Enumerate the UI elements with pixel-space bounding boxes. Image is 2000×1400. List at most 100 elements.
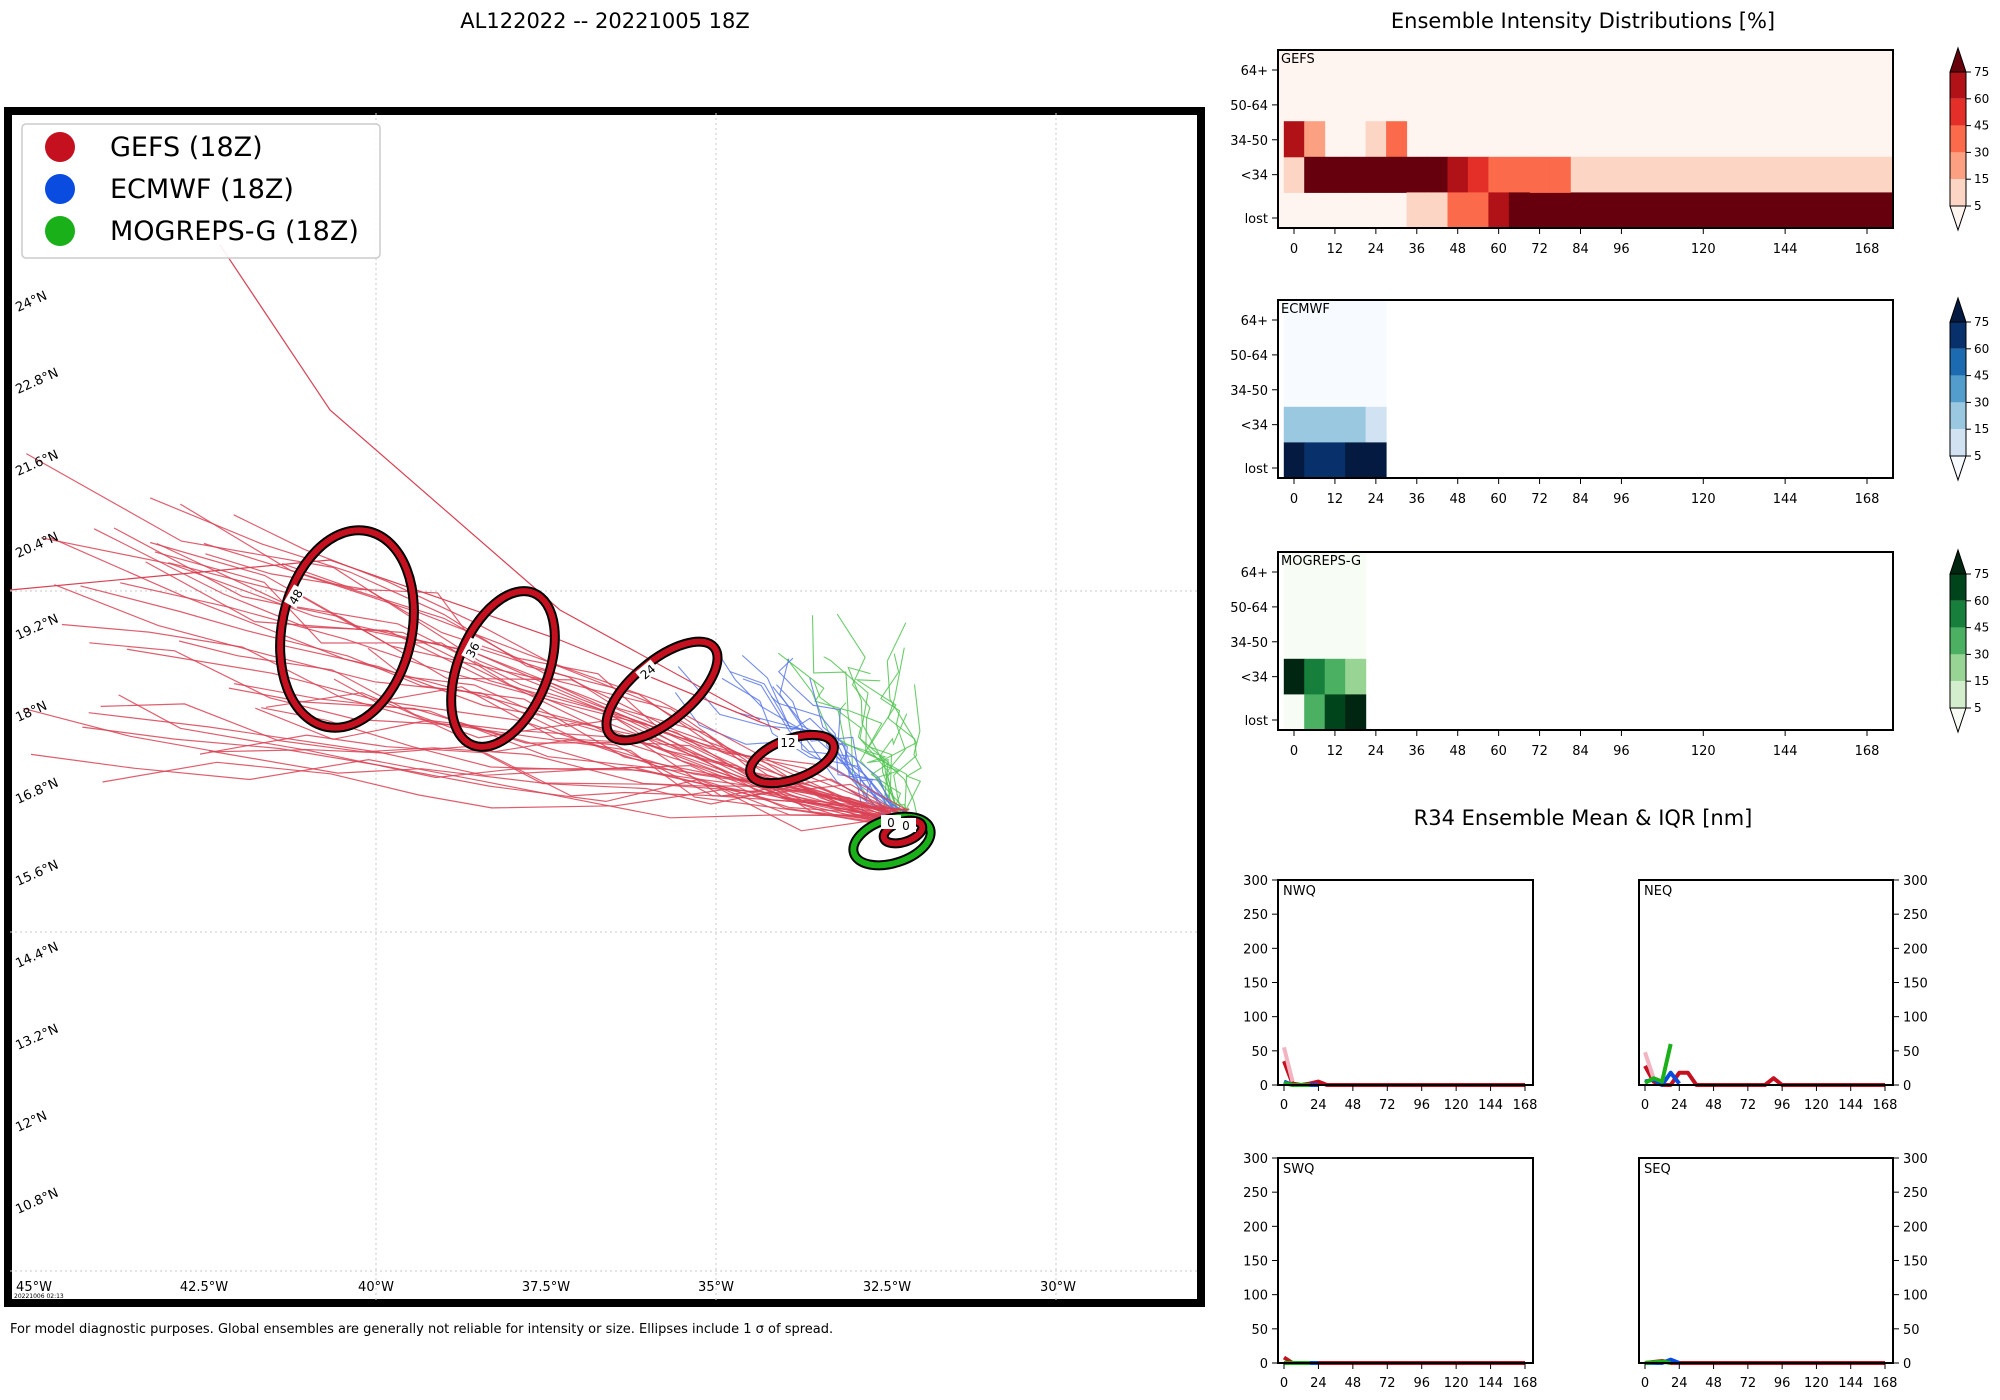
heatmap-cell bbox=[1427, 156, 1448, 193]
ensemble-track bbox=[88, 712, 908, 812]
x-tick-label: 12 bbox=[1327, 492, 1344, 507]
heatmap-cell bbox=[1324, 371, 1346, 408]
colorbar-tick-label: 45 bbox=[1974, 119, 1989, 133]
r34-series-line bbox=[1643, 1064, 1885, 1087]
y-tick-label: <34 bbox=[1241, 169, 1268, 184]
heatmap-cell bbox=[1488, 192, 1510, 229]
r34-panel-seq: SEQ 0 50 100 150 200 250 300 0 24 48 72 96 120 144 168 bbox=[1638, 1152, 1928, 1391]
x-tick-label: 144 bbox=[1773, 242, 1798, 257]
x-tick-label: 48 bbox=[1449, 492, 1466, 507]
colorbar-segment bbox=[1950, 402, 1966, 430]
heatmap-cell bbox=[1365, 121, 1387, 158]
x-tick-label: 144 bbox=[1478, 1376, 1503, 1391]
y-tick-label: lost bbox=[1245, 462, 1268, 477]
heatmap-cell bbox=[1304, 623, 1326, 660]
y-tick-label: 100 bbox=[1903, 1289, 1928, 1304]
longitude-label: 32.5°W bbox=[863, 1280, 911, 1295]
r34-title: R34 Ensemble Mean & IQR [nm] bbox=[1414, 806, 1753, 830]
ellipse-label-bg bbox=[284, 584, 307, 609]
colorbar-frame bbox=[1949, 573, 1967, 709]
x-tick-label: 24 bbox=[1310, 1376, 1327, 1391]
ensemble-track bbox=[776, 684, 910, 815]
colorbar-segment bbox=[1950, 72, 1966, 99]
heatmap-cell bbox=[1508, 156, 1530, 193]
ensemble-track bbox=[880, 653, 906, 813]
x-tick-label: 0 bbox=[1290, 744, 1298, 759]
colorbar-extend-max bbox=[1949, 548, 1967, 575]
ecmwf-legend-label: ECMWF (18Z) bbox=[110, 174, 294, 205]
heatmap-cell bbox=[1447, 156, 1469, 193]
y-tick-label: 200 bbox=[1243, 1220, 1268, 1235]
r34-frame bbox=[1638, 879, 1894, 1086]
x-tick-label: 36 bbox=[1409, 744, 1426, 759]
r34-frame bbox=[1277, 879, 1534, 1086]
y-tick-label: 100 bbox=[1243, 1289, 1268, 1304]
colorbar-tick-label: 30 bbox=[1974, 145, 1989, 159]
x-tick-label: 84 bbox=[1572, 744, 1589, 759]
colorbar-segment bbox=[1950, 574, 1966, 601]
heatmap-cell bbox=[1508, 192, 1530, 229]
heatmap-cell bbox=[1324, 658, 1346, 695]
map-timestamp: 20221006 02:13 bbox=[14, 1293, 64, 1300]
heatmap-cell bbox=[1365, 406, 1387, 443]
y-tick-label: lost bbox=[1245, 714, 1268, 729]
ensemble-track bbox=[82, 726, 907, 817]
y-tick-label: 200 bbox=[1243, 942, 1268, 957]
colorbar-tick-label: 45 bbox=[1974, 621, 1989, 635]
gefs-legend-label: GEFS (18Z) bbox=[110, 132, 263, 163]
x-tick-label: 72 bbox=[1740, 1098, 1757, 1113]
ensemble-track bbox=[823, 656, 902, 819]
y-tick-label: 0 bbox=[1903, 1357, 1911, 1372]
r34-panel-swq: SWQ 0 50 100 150 200 250 300 0 24 48 72 96 120 144 168 bbox=[1243, 1152, 1537, 1391]
x-tick-label: 120 bbox=[1444, 1376, 1469, 1391]
heatmap-cell bbox=[1365, 156, 1387, 193]
x-tick-label: 96 bbox=[1774, 1098, 1791, 1113]
x-tick-label: 96 bbox=[1613, 744, 1630, 759]
colorbar-segment bbox=[1950, 125, 1966, 153]
ellipse-label: 36 bbox=[463, 640, 483, 660]
y-tick-label: 50-64 bbox=[1230, 349, 1268, 364]
x-tick-label: 168 bbox=[1513, 1376, 1538, 1391]
x-tick-label: 144 bbox=[1773, 744, 1798, 759]
mogreps-legend-marker bbox=[45, 216, 75, 246]
map-footnote: For model diagnostic purposes. Global en… bbox=[10, 1322, 833, 1337]
r34-series-line bbox=[1282, 1046, 1295, 1083]
heatmap-cell bbox=[1324, 335, 1346, 372]
y-tick-label: 50 bbox=[1903, 1045, 1920, 1060]
x-tick-label: 72 bbox=[1531, 242, 1548, 257]
y-tick-label: <34 bbox=[1241, 419, 1268, 434]
heatmap-frame bbox=[1277, 299, 1894, 479]
y-tick-label: 150 bbox=[1243, 977, 1268, 992]
y-tick-label: 50-64 bbox=[1230, 99, 1268, 114]
x-tick-label: 144 bbox=[1838, 1098, 1863, 1113]
heatmap-cell bbox=[1283, 623, 1305, 660]
heatmap-cell bbox=[1304, 335, 1326, 372]
heatmap-cell bbox=[1345, 552, 1367, 589]
colorbar-tick-label: 75 bbox=[1974, 65, 1989, 79]
ellipse-label-bg bbox=[635, 659, 660, 684]
colorbar-extend-min bbox=[1949, 707, 1967, 734]
heatmap-cell bbox=[1345, 658, 1367, 695]
r34-frame bbox=[1277, 1157, 1534, 1364]
heatmap-panel-mogreps-g: MOGREPS-G 64+ 50-64 34-50 <34 lost 0 12 24 36 48 60… bbox=[1230, 548, 1989, 759]
y-tick-label: 34-50 bbox=[1230, 384, 1268, 399]
x-tick-label: 96 bbox=[1613, 492, 1630, 507]
heatmap-cell bbox=[1283, 658, 1305, 695]
x-tick-label: 96 bbox=[1413, 1098, 1430, 1113]
x-tick-label: 144 bbox=[1773, 492, 1798, 507]
y-tick-label: 100 bbox=[1243, 1011, 1268, 1026]
ensemble-track bbox=[219, 244, 761, 721]
r34-series-line bbox=[1644, 1043, 1673, 1085]
x-tick-label: 0 bbox=[1280, 1376, 1288, 1391]
y-tick-label: 0 bbox=[1260, 1079, 1268, 1094]
heatmap-cell bbox=[1283, 694, 1305, 731]
y-tick-label: 34-50 bbox=[1230, 134, 1268, 149]
heatmap-cell bbox=[1386, 121, 1408, 158]
x-tick-label: 60 bbox=[1490, 492, 1507, 507]
r34-series-line bbox=[1643, 1051, 1656, 1079]
heatmap-panel-label: MOGREPS-G bbox=[1281, 554, 1361, 569]
colorbar-segment bbox=[1950, 429, 1966, 456]
y-tick-label: <34 bbox=[1241, 671, 1268, 686]
heatmap-cell bbox=[1304, 156, 1326, 193]
